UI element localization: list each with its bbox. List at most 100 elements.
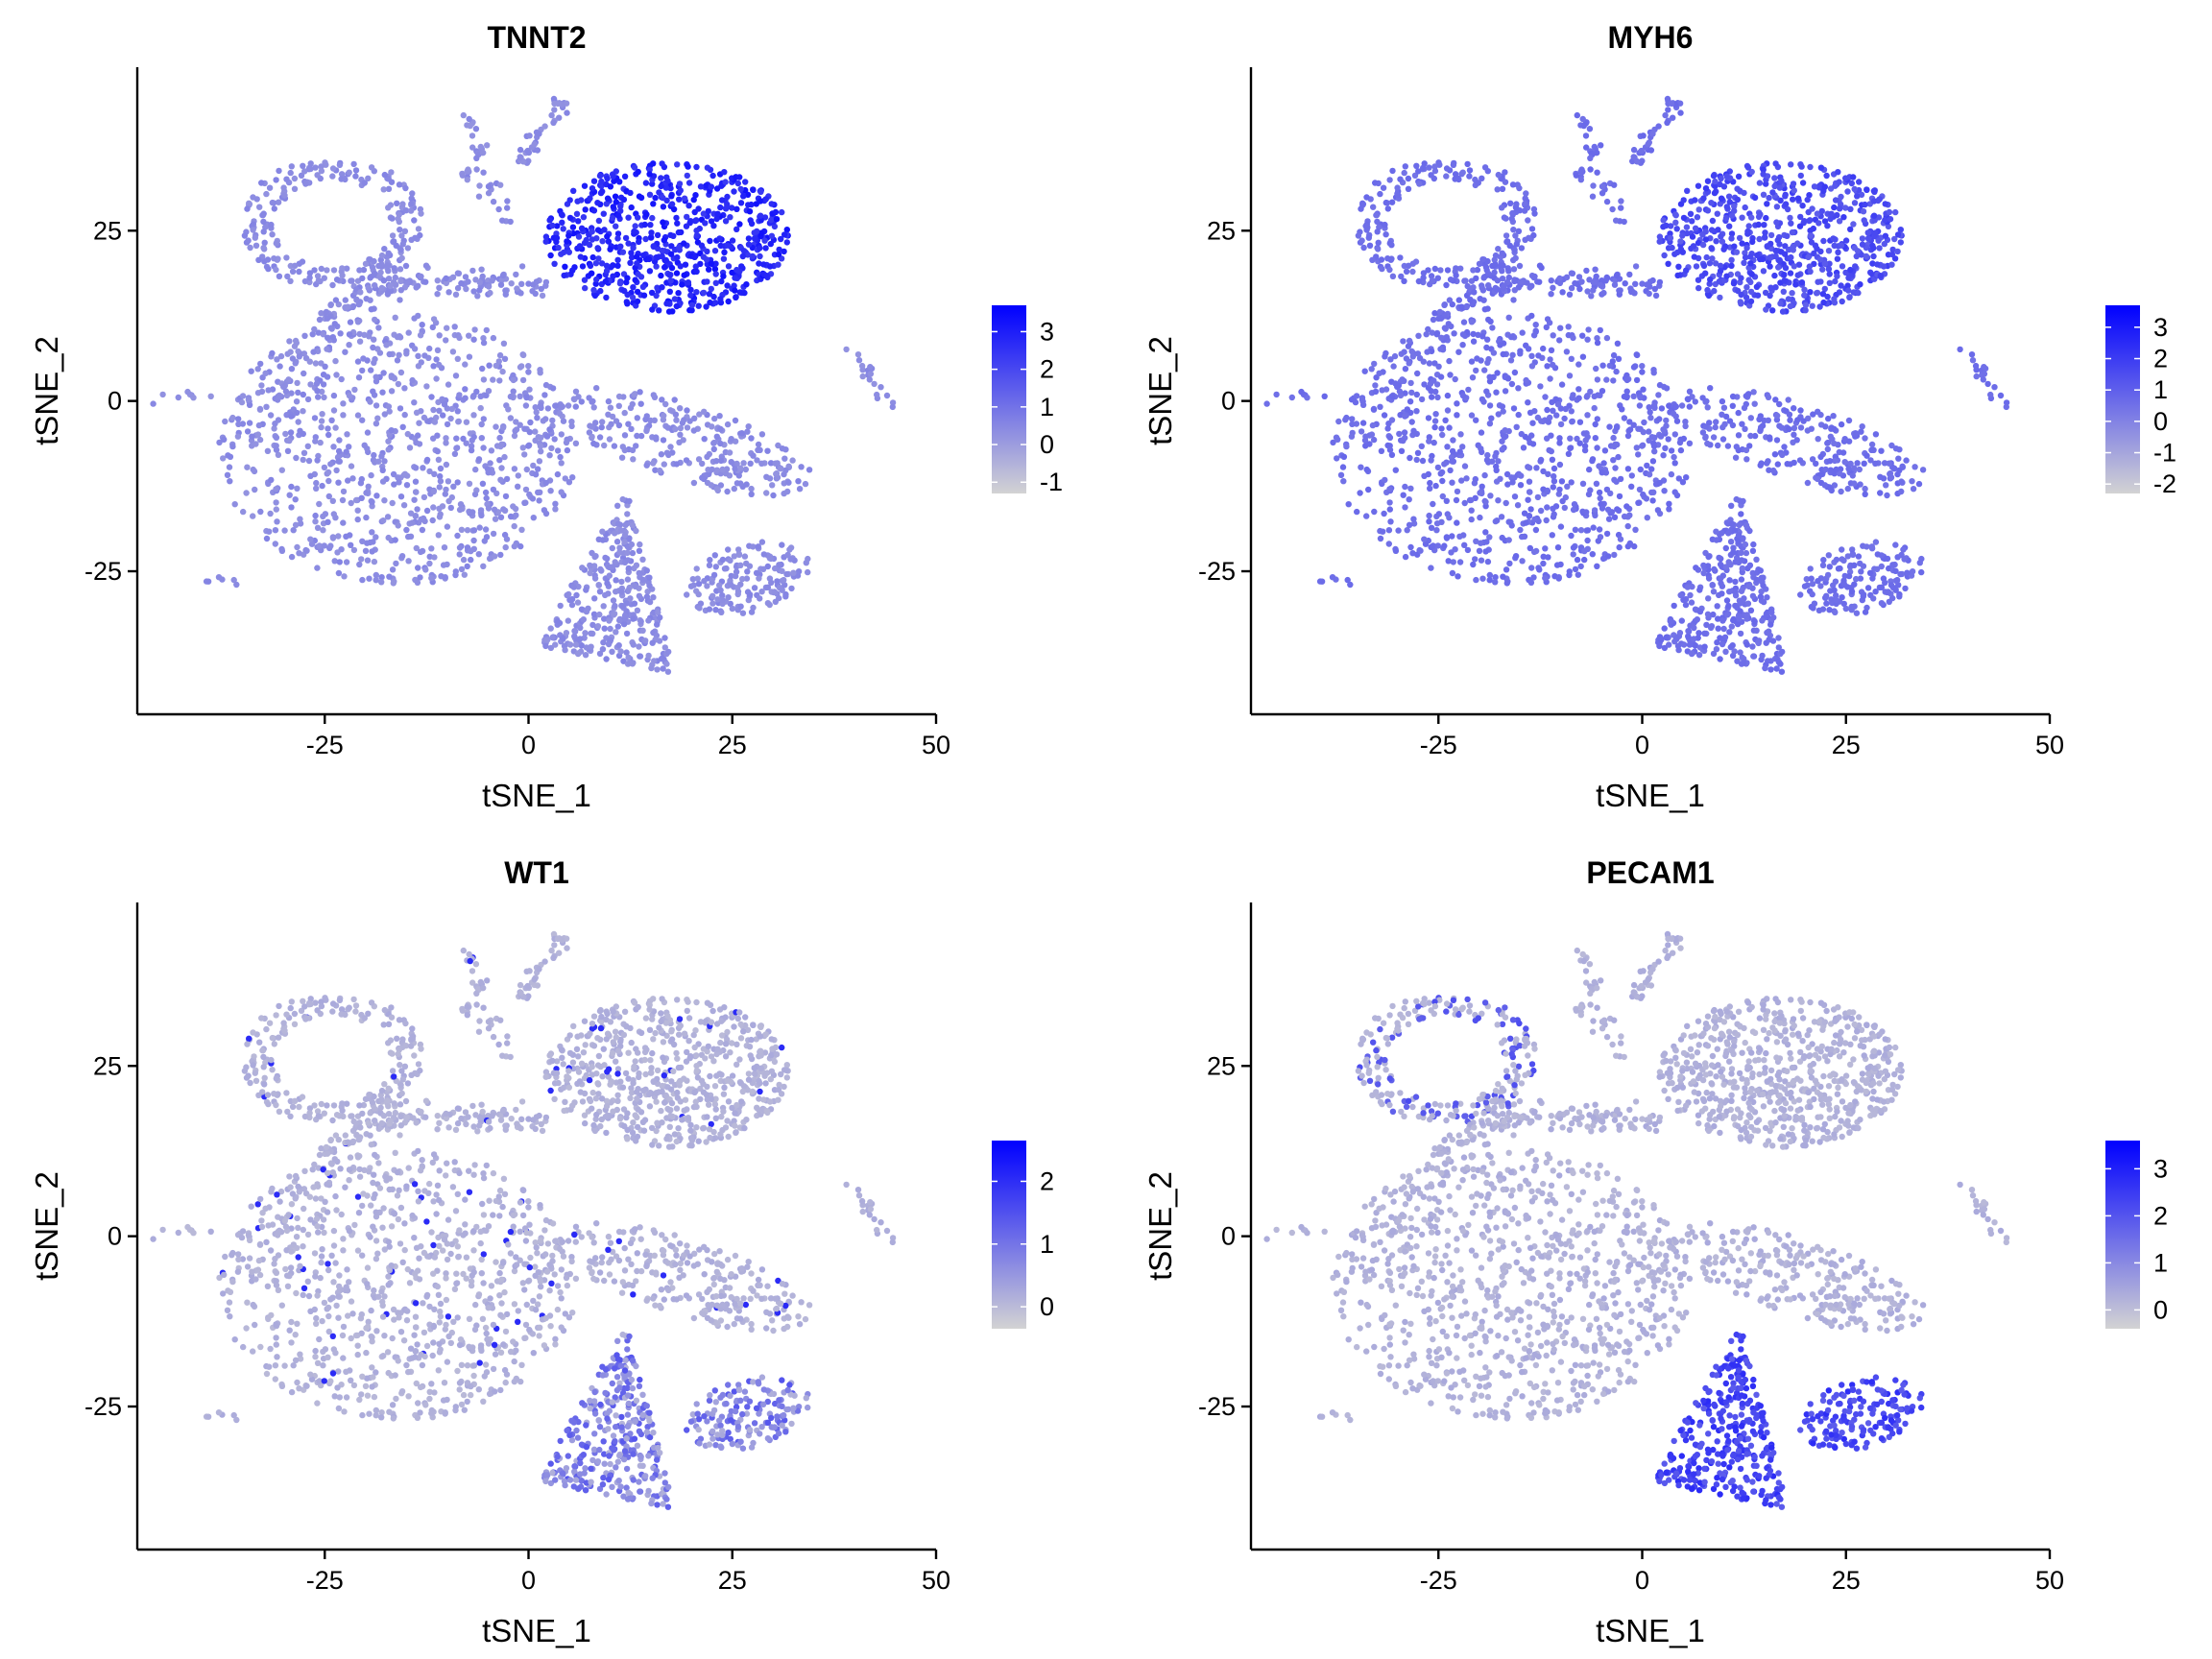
y-axis-title: tSNE_2 [29, 336, 64, 445]
cell-point [1882, 201, 1888, 207]
cell-point [1340, 478, 1347, 485]
cell-point [575, 218, 582, 225]
cell-point [476, 287, 483, 294]
cell-point [1704, 178, 1712, 184]
cell-point [737, 603, 744, 610]
cell-point [1743, 615, 1750, 622]
cell-point [1719, 640, 1726, 648]
cell-point [1695, 206, 1702, 213]
cell-point [321, 542, 327, 549]
cell-point [1427, 485, 1433, 492]
cell-point [327, 542, 334, 549]
cell-point [1435, 511, 1443, 517]
cell-point [433, 375, 440, 382]
cell-point [737, 200, 745, 206]
cell-point [631, 228, 637, 235]
cell-point [589, 185, 596, 192]
cell-point [1686, 388, 1694, 395]
cell-point [1646, 471, 1653, 478]
cell-point [373, 534, 379, 541]
cell-point [1593, 365, 1599, 373]
cell-point [340, 412, 347, 419]
cell-point [250, 227, 256, 233]
cell-point [1816, 303, 1823, 310]
cell-point [547, 488, 554, 494]
cell-point [321, 394, 327, 401]
cell-point [564, 591, 570, 599]
cell-point [725, 594, 732, 601]
cell-point [1406, 496, 1412, 503]
cell-point [1749, 238, 1756, 246]
cell-point [372, 316, 378, 324]
cell-point [1862, 201, 1868, 208]
cell-point [649, 639, 656, 646]
cell-point [1751, 618, 1758, 625]
cell-point [356, 338, 364, 345]
cell-point [612, 602, 618, 610]
cell-point [731, 485, 737, 493]
cell-point [673, 302, 680, 310]
cell-point [475, 551, 482, 558]
cell-point [434, 277, 441, 284]
cell-point [1845, 466, 1852, 472]
cell-point [497, 281, 505, 288]
cell-point [1769, 307, 1776, 314]
cell-point [1830, 413, 1837, 420]
cell-point [603, 268, 611, 275]
cell-point [681, 417, 687, 423]
cell-point [1713, 537, 1720, 543]
cell-point [1547, 356, 1553, 363]
cell-point [599, 419, 606, 425]
cell-point [423, 507, 431, 515]
cell-point [282, 388, 290, 395]
cell-point [263, 190, 270, 198]
cell-point [1847, 266, 1854, 274]
cell-point [339, 272, 346, 278]
cell-point [459, 172, 467, 179]
cell-point [397, 277, 404, 285]
cell-point [476, 182, 483, 189]
cell-point [318, 167, 325, 175]
cell-point [393, 560, 399, 567]
cell-point [1398, 447, 1406, 454]
cell-point [546, 426, 553, 433]
cell-point [1760, 268, 1767, 275]
cell-point [713, 433, 720, 440]
cell-point [779, 445, 786, 452]
cell-point [1735, 539, 1742, 545]
cell-point [1870, 446, 1877, 453]
cell-point [542, 479, 549, 487]
cell-point [472, 276, 479, 283]
cell-point [530, 515, 537, 521]
cell-point [1805, 208, 1812, 216]
cell-point [1726, 629, 1733, 636]
cell-point [557, 602, 564, 610]
cell-point [1749, 592, 1757, 599]
cell-point [629, 549, 637, 557]
cell-point [746, 208, 754, 215]
cell-point [1639, 363, 1646, 370]
cell-point [539, 292, 546, 300]
cell-point [1814, 475, 1821, 483]
cell-point [621, 173, 629, 180]
cell-point [748, 201, 755, 208]
cell-point [542, 642, 549, 650]
cell-point [673, 270, 681, 276]
cell-point [805, 568, 811, 576]
cell-point [1692, 225, 1699, 231]
cell-point [367, 275, 373, 281]
cell-point [1579, 332, 1586, 339]
cell-point [1484, 558, 1492, 565]
cell-point [760, 551, 767, 558]
cell-point [712, 271, 719, 277]
cell-point [653, 263, 660, 270]
cell-point [767, 240, 774, 248]
cell-point [1563, 349, 1571, 355]
cell-point [266, 184, 274, 191]
cell-point [1505, 314, 1512, 321]
cell-point [517, 393, 523, 399]
cell-point [1778, 178, 1785, 184]
cell-point [1402, 366, 1409, 373]
cell-point [369, 529, 375, 536]
cell-point [1517, 526, 1524, 534]
